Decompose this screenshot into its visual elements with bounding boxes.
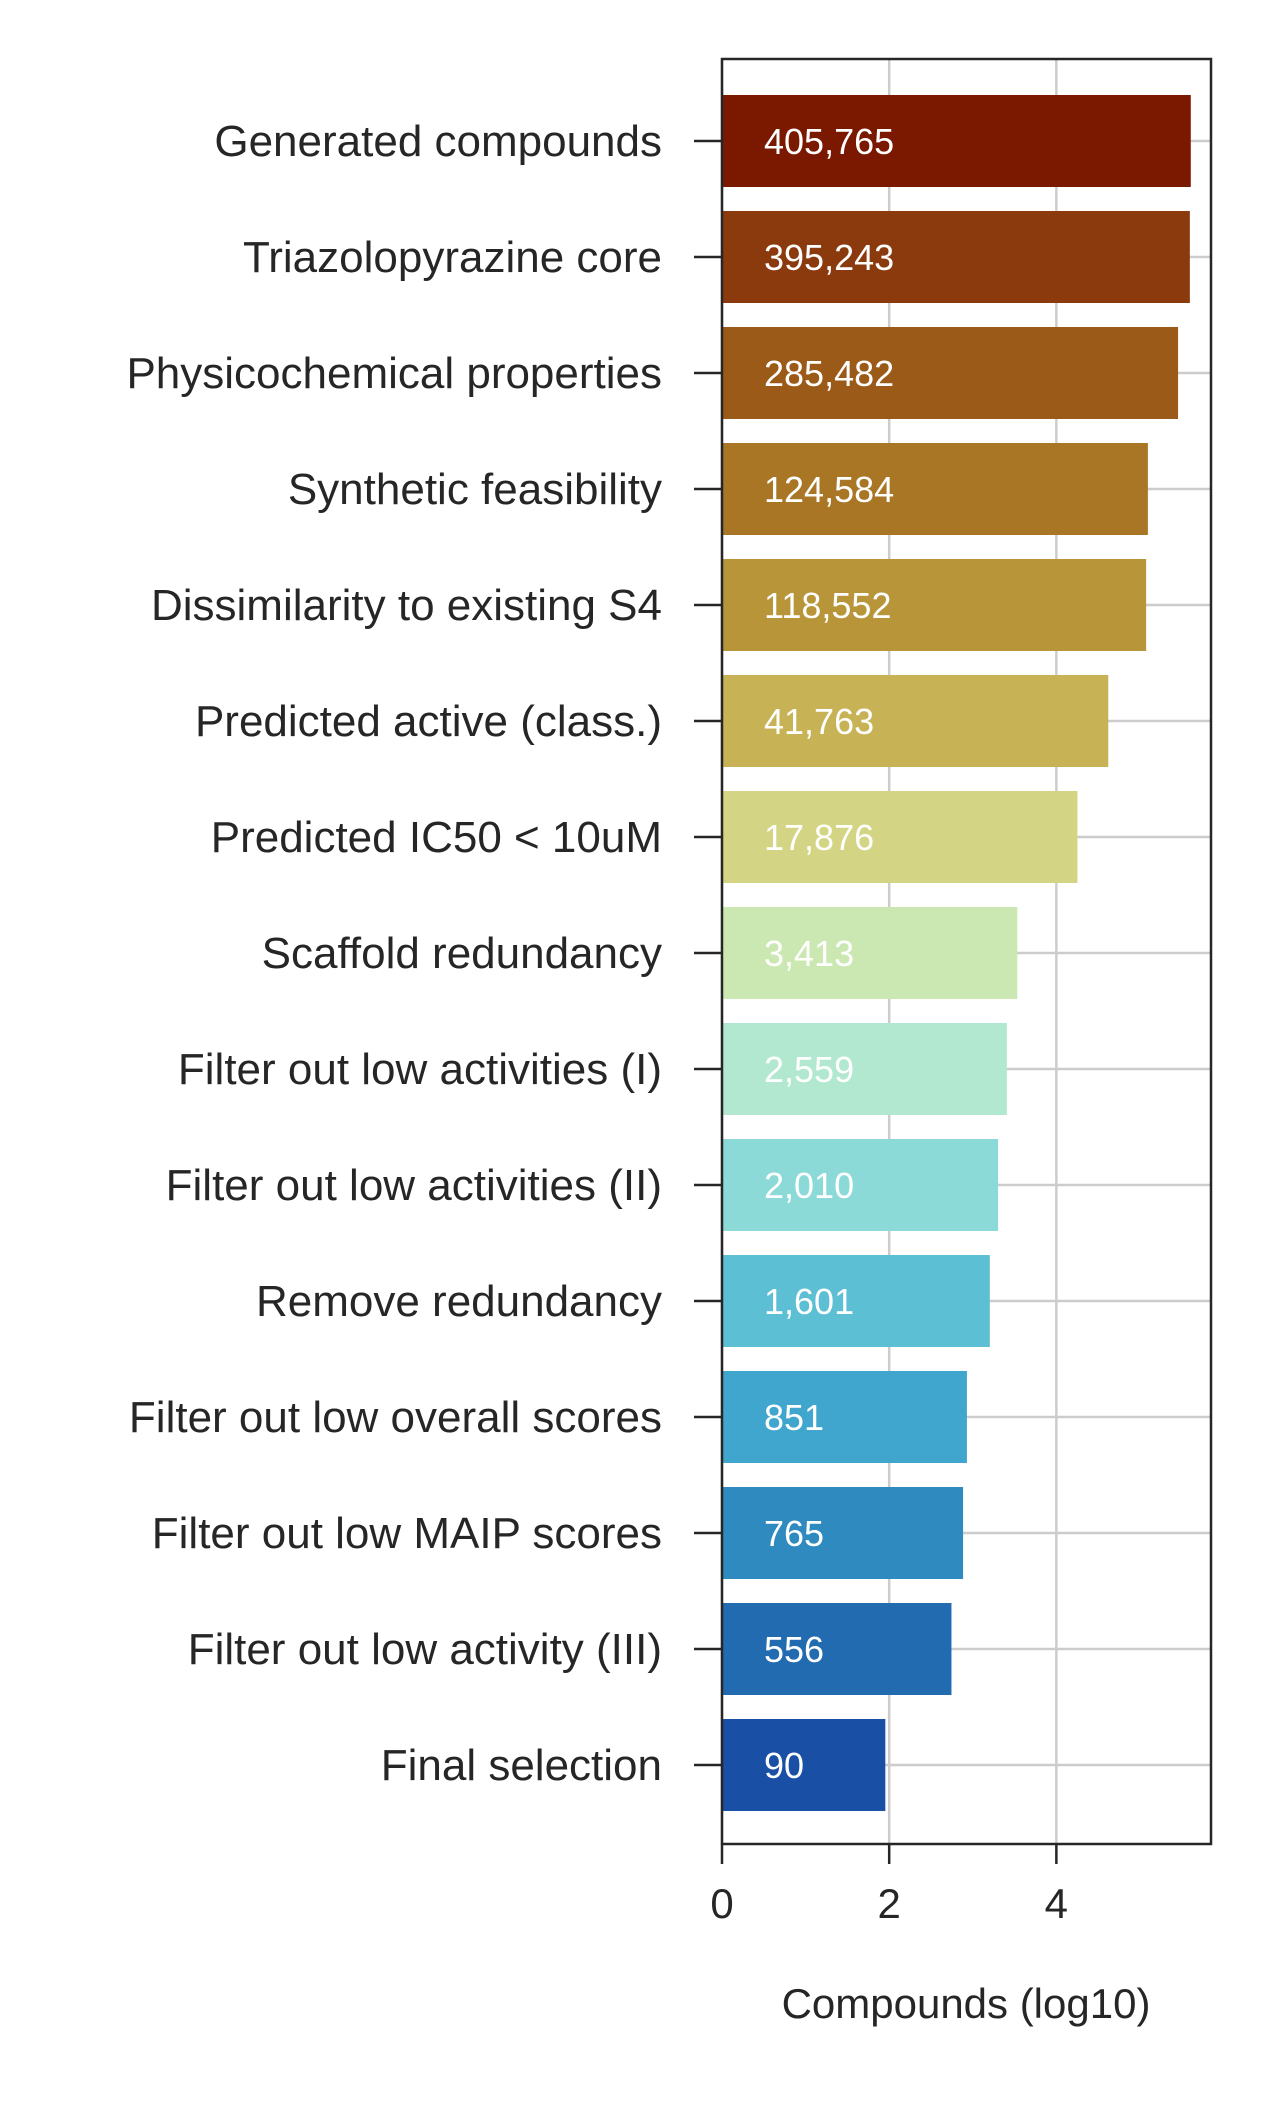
category-label: Triazolopyrazine core	[243, 233, 662, 282]
bar-value-label: 124,584	[764, 469, 894, 510]
category-label: Filter out low MAIP scores	[152, 1509, 662, 1558]
category-label: Physicochemical properties	[126, 349, 662, 398]
category-label: Dissimilarity to existing S4	[151, 581, 662, 630]
bar-value-label: 90	[764, 1745, 804, 1786]
bar-value-label: 395,243	[764, 237, 894, 278]
bar-value-label: 41,763	[764, 701, 874, 742]
bar-value-label: 118,552	[764, 585, 891, 626]
bar	[722, 95, 1191, 187]
category-label: Remove redundancy	[256, 1277, 662, 1326]
category-label: Predicted active (class.)	[195, 697, 662, 746]
plot-frame	[720, 57, 1213, 1846]
category-label: Filter out low overall scores	[129, 1393, 662, 1442]
bar	[722, 327, 1179, 419]
bar-value-label: 556	[764, 1629, 824, 1670]
category-label: Predicted IC50 < 10uM	[211, 813, 662, 862]
bars: 405,765 395,243 285,482 124,584 118,552 41,76…	[722, 95, 1191, 1811]
category-label: Generated compounds	[214, 117, 662, 166]
bar-value-label: 17,876	[764, 817, 874, 858]
bar	[722, 211, 1190, 303]
bar	[722, 1255, 990, 1347]
bar	[722, 443, 1148, 535]
category-label: Scaffold redundancy	[262, 929, 662, 978]
category-label: Filter out low activities (II)	[166, 1161, 662, 1210]
bar	[722, 1139, 999, 1231]
category-label: Filter out low activity (III)	[188, 1625, 662, 1674]
category-label: Final selection	[381, 1741, 662, 1790]
bar-value-label: 2,559	[764, 1049, 854, 1090]
bar-value-label: 2,010	[764, 1165, 854, 1206]
bar	[722, 1603, 952, 1695]
x-axis-title: Compounds (log10)	[782, 1980, 1151, 2027]
x-tick-label: 2	[877, 1880, 900, 1927]
bar	[722, 1371, 967, 1463]
bar	[722, 1719, 886, 1811]
category-label: Synthetic feasibility	[288, 465, 662, 514]
category-labels: Generated compounds Triazolopyrazine core…	[126, 117, 722, 1790]
bar-value-label: 405,765	[764, 121, 894, 162]
bar	[722, 791, 1078, 883]
x-axis-ticks: 0 2 4	[710, 1844, 1068, 1927]
bar-value-label: 851	[764, 1397, 824, 1438]
bar	[722, 907, 1018, 999]
bar-value-label: 1,601	[764, 1281, 854, 1322]
x-tick-label: 4	[1045, 1880, 1068, 1927]
x-tick-label: 0	[710, 1880, 733, 1927]
bar	[722, 675, 1109, 767]
bar	[722, 1487, 964, 1579]
bar	[722, 559, 1147, 651]
bar	[722, 1023, 1007, 1115]
bar-value-label: 285,482	[764, 353, 894, 394]
bar-value-label: 3,413	[764, 933, 854, 974]
category-label: Filter out low activities (I)	[178, 1045, 662, 1094]
bar-value-label: 765	[764, 1513, 824, 1554]
